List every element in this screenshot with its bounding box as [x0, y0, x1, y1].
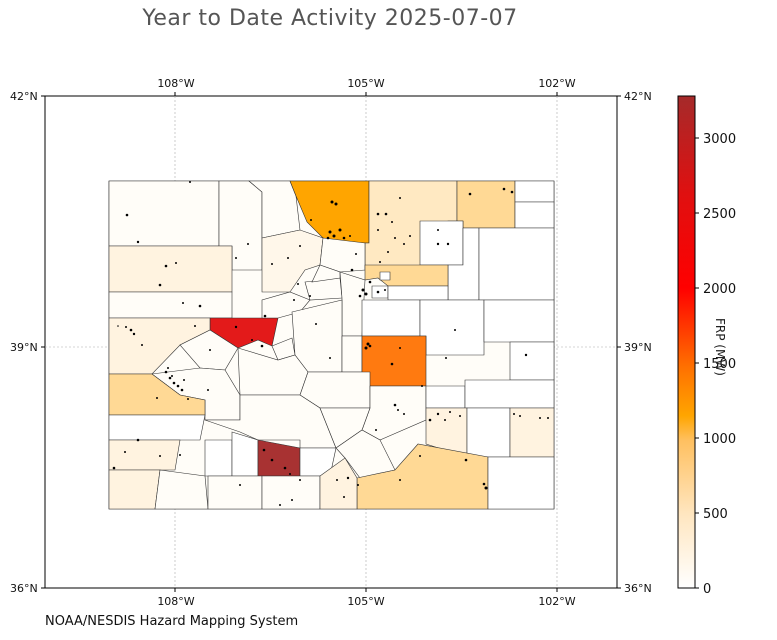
county-montezuma: [108, 469, 161, 510]
lat-label-left-36n: 36°N: [10, 582, 38, 595]
county-kit-carson: [509, 341, 555, 381]
lat-label-right-39n: 39°N: [624, 341, 652, 354]
credit-text: NOAA/NESDIS Hazard Mapping System: [45, 614, 299, 629]
county-logan: [456, 180, 516, 229]
colorbar-tick-label: 1000: [703, 432, 736, 447]
lat-label-left-42n: 42°N: [10, 90, 38, 103]
county-broomfield: [379, 271, 391, 281]
lon-label-top-108w: 108°W: [157, 77, 194, 90]
county-san-miguel: [108, 439, 181, 471]
lon-label-top-105w: 105°W: [347, 77, 384, 90]
county-phillips: [514, 201, 555, 229]
lat-label-right-36n: 36°N: [624, 582, 652, 595]
colorbar-tick-label: 2000: [703, 282, 736, 297]
county-prowers: [509, 407, 555, 458]
county-jefferson: [339, 271, 366, 337]
colorbar-tick-label: 500: [703, 507, 728, 522]
colorbar-tick-label: 2500: [703, 207, 736, 222]
county-bent: [466, 407, 511, 458]
county-archuleta: [207, 475, 263, 510]
county-teller: [341, 335, 363, 373]
county-rio-blanco: [108, 245, 233, 293]
county-garfield: [108, 291, 233, 319]
county-conejos: [261, 475, 321, 510]
county-baca: [487, 456, 555, 510]
county-gilpin: [311, 264, 341, 283]
county-sedgwick: [514, 180, 555, 203]
lon-label-top-102w: 102°W: [538, 77, 575, 90]
lon-label-bottom-108w: 108°W: [157, 595, 194, 608]
lat-label-left-39n: 39°N: [10, 341, 38, 354]
colorbar-tick-label: 0: [703, 582, 711, 597]
colorbar-tick-label: 3000: [703, 132, 736, 147]
colorbar-ticks: 0 500 1000 1500 2000 2500 3000: [695, 132, 736, 597]
county-moffat: [108, 180, 220, 247]
county-el-paso: [361, 335, 427, 387]
county-ouray: [108, 414, 206, 441]
county-arapahoe: [387, 285, 449, 301]
county-douglas: [361, 299, 421, 337]
county-la-plata: [154, 469, 209, 510]
lon-label-bottom-105w: 105°W: [347, 595, 384, 608]
county-costilla: [319, 457, 358, 510]
county-crowley: [425, 385, 466, 409]
county-hinsdale: [204, 439, 233, 477]
county-lincoln: [483, 299, 555, 343]
lat-label-right-42n: 42°N: [624, 90, 652, 103]
county-boulder: [319, 237, 366, 273]
colorbar: [677, 95, 696, 589]
tick-marks: [41, 92, 621, 592]
county-elbert: [419, 299, 485, 356]
county-mineral: [231, 431, 259, 477]
colorbar-tick-label: 1500: [703, 357, 736, 372]
lon-label-bottom-102w: 102°W: [538, 595, 575, 608]
colorbar-label: FRP (MW): [713, 318, 727, 376]
county-cheyenne: [464, 379, 555, 409]
county-yuma: [478, 227, 555, 301]
county-grand: [261, 229, 324, 293]
county-denver: [371, 285, 389, 299]
county-morgan: [419, 220, 464, 266]
map-title: Year to Date Activity 2025-07-07: [142, 6, 518, 31]
colorado-counties: [108, 180, 555, 510]
fire-detections: [112, 181, 549, 506]
